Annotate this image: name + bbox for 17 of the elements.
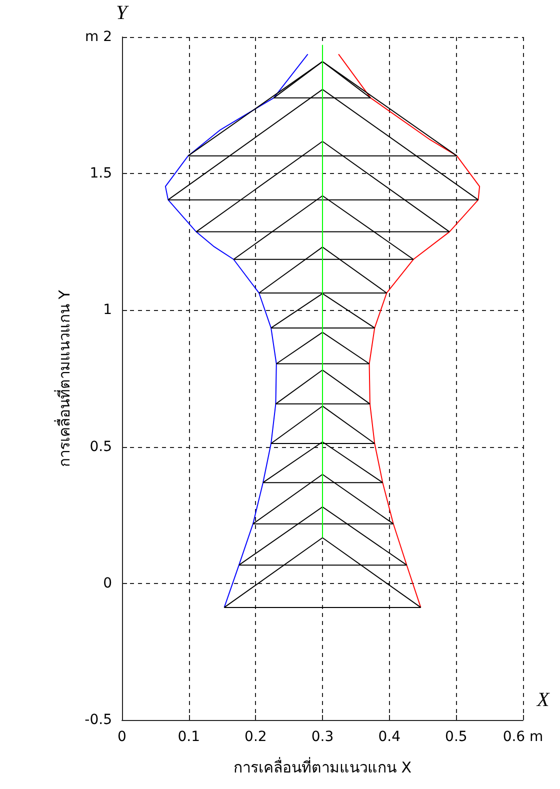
x-tick-label: 0.1: [178, 729, 200, 745]
x-tick-label: 0: [118, 729, 126, 745]
y-tick-label: 0: [103, 575, 112, 592]
x-axis-title: การเคลื่อนที่ตามแนวแกน X: [233, 756, 412, 776]
y-tick-label: -0.5: [84, 712, 112, 728]
text: X: [536, 689, 550, 711]
x-tick-label: 0.5: [445, 729, 468, 745]
y-tick-label: 1: [103, 302, 112, 318]
x-tick-label: 0.3: [311, 729, 334, 745]
y-axis-title: การเคลื่อนที่ตามแนวแกน Y: [54, 289, 74, 467]
y-tick-label: 1.5: [90, 166, 112, 182]
x-tick-label: 0.2: [244, 729, 267, 745]
x-tick-label: 0.4: [378, 729, 401, 745]
y-tick-label: 0.5: [90, 438, 112, 455]
y-tick-label: m 2: [85, 29, 112, 45]
text: Y: [116, 2, 129, 24]
x-tick-label: 0.6 m: [502, 729, 544, 745]
